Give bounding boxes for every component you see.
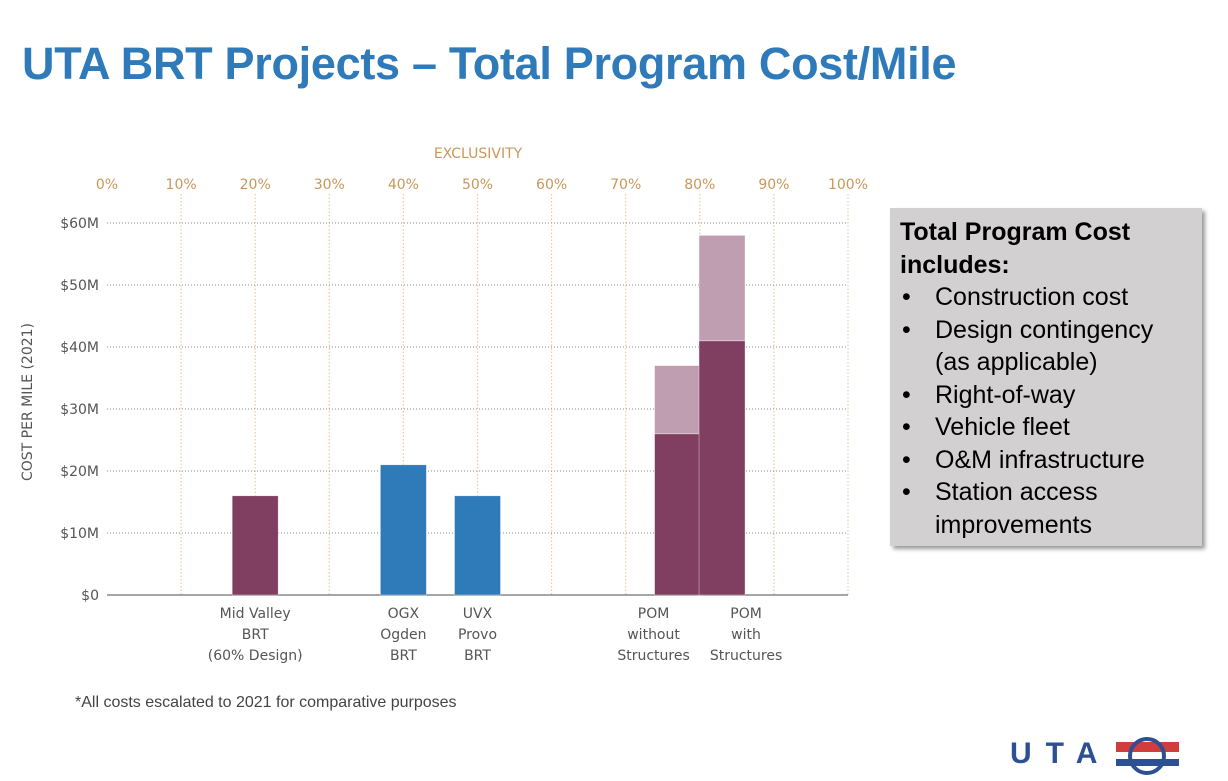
y-tick-label: $30M xyxy=(60,402,99,418)
x-tick-label: 60% xyxy=(536,177,567,193)
bar-label: (60% Design) xyxy=(208,648,303,664)
bar-base xyxy=(654,433,701,596)
bar-label: POM xyxy=(638,606,670,622)
bar-base xyxy=(380,464,427,596)
y-tick-label: $60M xyxy=(60,216,99,232)
bar-upper-segment xyxy=(698,235,746,342)
bar-base xyxy=(698,340,746,596)
bar-upper-segment xyxy=(654,365,701,435)
bar-label: POM xyxy=(730,606,762,622)
sidebox-item: Right-of-way xyxy=(900,379,1192,412)
x-tick-label: 100% xyxy=(828,177,868,193)
y-tick-label: $40M xyxy=(60,340,99,356)
bar-base xyxy=(454,495,501,596)
bar-label: Ogden xyxy=(380,627,426,643)
y-tick-label: $20M xyxy=(60,464,99,480)
x-tick-label: 90% xyxy=(758,177,789,193)
sidebox-list: Construction costDesign contingency (as … xyxy=(900,281,1192,541)
y-tick-label: $0 xyxy=(81,588,99,604)
x-tick-label: 30% xyxy=(314,177,345,193)
bar-label: UVX xyxy=(463,606,493,622)
sidebox-item: Vehicle fleet xyxy=(900,411,1192,444)
sidebox-heading: Total Program Cost includes: xyxy=(900,218,1131,279)
y-tick-label: $10M xyxy=(60,526,99,542)
y-axis-label: COST PER MILE (2021) xyxy=(20,323,36,481)
footnote: *All costs escalated to 2021 for compara… xyxy=(75,694,457,711)
bar-label: BRT xyxy=(464,648,491,664)
sidebox-item: Construction cost xyxy=(900,281,1192,314)
uta-logo: UTA xyxy=(1010,737,1179,775)
bar-label: Mid Valley xyxy=(220,606,291,622)
x-tick-label: 20% xyxy=(240,177,271,193)
x-tick-label: 0% xyxy=(96,177,118,193)
sidebox-item: Station access improvements xyxy=(900,476,1192,541)
sidebox-item: Design contingency (as applicable) xyxy=(900,314,1192,379)
x-tick-label: 50% xyxy=(462,177,493,193)
x-tick-label: 10% xyxy=(166,177,197,193)
bar-label: BRT xyxy=(390,648,417,664)
bar-label: Structures xyxy=(617,648,689,664)
x-tick-label: 80% xyxy=(684,177,715,193)
x-tick-label: 70% xyxy=(610,177,641,193)
x-axis-top-label: EXCLUSIVITY xyxy=(434,146,523,162)
bar-label: BRT xyxy=(242,627,269,643)
bar-label: with xyxy=(731,627,761,643)
sidebox-item: O&M infrastructure xyxy=(900,444,1192,477)
y-tick-label: $50M xyxy=(60,278,99,294)
x-tick-label: 40% xyxy=(388,177,419,193)
bar-label: without xyxy=(627,627,680,643)
bar-label: OGX xyxy=(388,606,420,622)
total-program-cost-box: Total Program Cost includes: Constructio… xyxy=(890,208,1202,546)
bar-label: Structures xyxy=(710,648,782,664)
bar-base xyxy=(231,495,279,596)
slide-title: UTA BRT Projects – Total Program Cost/Mi… xyxy=(22,38,957,89)
svg-text:UTA: UTA xyxy=(1010,737,1111,770)
bar-label: Provo xyxy=(458,627,497,643)
